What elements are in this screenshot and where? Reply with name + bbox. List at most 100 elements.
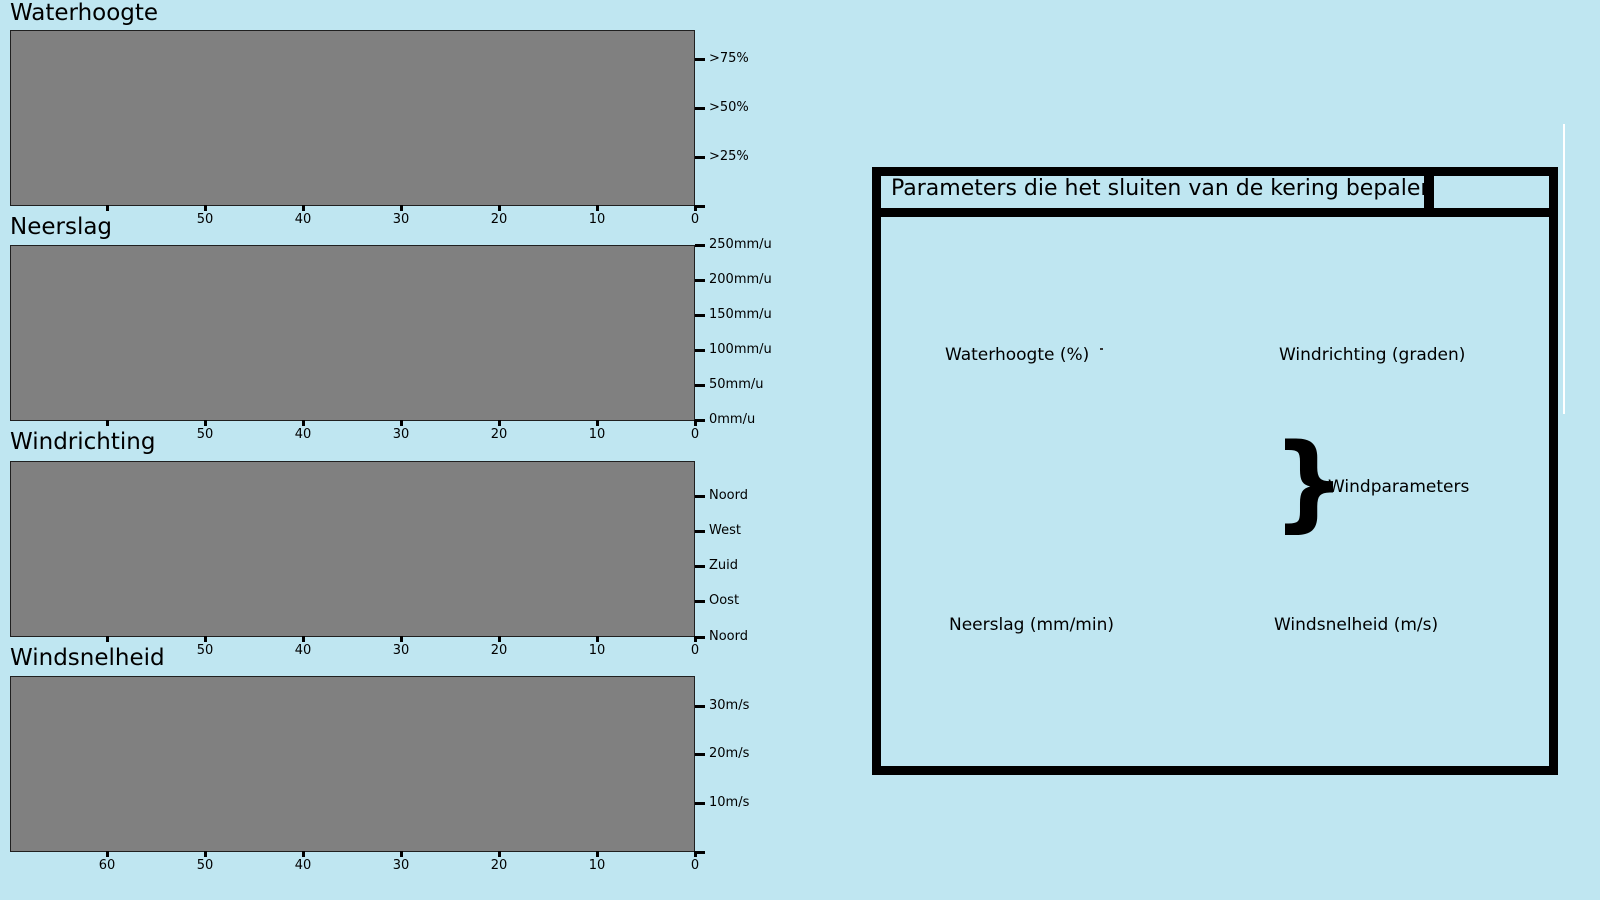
x-tick: [302, 851, 305, 857]
x-tick: [694, 851, 697, 857]
y-tick-label: 10m/s: [709, 795, 750, 810]
y-tick: [695, 279, 705, 282]
y-tick: [695, 107, 705, 110]
x-tick-label: 30: [392, 643, 410, 658]
plot-area: [10, 461, 695, 637]
y-tick: [695, 205, 705, 208]
x-tick: [694, 205, 697, 211]
x-tick: [204, 205, 207, 211]
x-tick: [400, 205, 403, 211]
x-tick-label: 0: [690, 427, 700, 442]
x-tick-label: 20: [490, 643, 508, 658]
x-tick-label: 0: [690, 212, 700, 227]
y-tick: [695, 58, 705, 61]
x-tick: [204, 420, 207, 426]
x-tick-label: 40: [294, 858, 312, 873]
y-tick-label: >75%: [709, 51, 749, 66]
x-tick-label: 50: [196, 427, 214, 442]
param-windsnelheid: Windsnelheid (m/s): [1274, 615, 1439, 635]
param-windparameters: Windparameters: [1328, 477, 1470, 497]
x-tick-label: 30: [392, 212, 410, 227]
y-tick-label: Noord: [709, 629, 748, 644]
panel-title: Parameters die het sluiten van de kering…: [891, 176, 1435, 201]
y-tick: [695, 565, 705, 568]
x-tick: [302, 420, 305, 426]
param-waterhoogte: Waterhoogte (%): [945, 345, 1090, 365]
x-tick-label: 50: [196, 858, 214, 873]
y-tick: [695, 802, 705, 805]
x-tick: [596, 851, 599, 857]
y-tick-label: 50mm/u: [709, 377, 764, 392]
param-neerslag: Neerslag (mm/min): [949, 615, 1114, 635]
x-tick: [106, 851, 109, 857]
x-tick-label: 0: [690, 858, 700, 873]
chart-title: Neerslag: [10, 214, 113, 240]
x-tick: [106, 636, 109, 642]
y-tick-label: >50%: [709, 100, 749, 115]
chart-title: Waterhoogte: [10, 0, 159, 26]
chart-title: Windrichting: [10, 429, 156, 455]
x-tick: [596, 420, 599, 426]
x-tick: [204, 851, 207, 857]
x-tick: [400, 851, 403, 857]
x-tick-label: 60: [98, 858, 116, 873]
speck-mark: [1100, 348, 1103, 350]
x-tick-label: 40: [294, 212, 312, 227]
y-tick: [695, 244, 705, 247]
y-tick: [695, 705, 705, 708]
x-tick-label: 10: [588, 858, 606, 873]
y-tick-label: 30m/s: [709, 698, 750, 713]
x-tick: [596, 636, 599, 642]
x-tick: [498, 851, 501, 857]
x-tick-label: 20: [490, 858, 508, 873]
y-tick: [695, 851, 705, 854]
y-tick: [695, 600, 705, 603]
x-tick-label: 40: [294, 643, 312, 658]
y-tick-label: 20m/s: [709, 746, 750, 761]
brace-icon: }: [1272, 421, 1347, 543]
y-tick: [695, 753, 705, 756]
x-tick: [106, 205, 109, 211]
y-tick-label: 100mm/u: [709, 342, 772, 357]
param-windrichting: Windrichting (graden): [1279, 345, 1466, 365]
y-tick-label: 250mm/u: [709, 237, 772, 252]
x-tick: [694, 636, 697, 642]
x-tick-label: 50: [196, 643, 214, 658]
y-tick-label: >25%: [709, 149, 749, 164]
x-tick-label: 30: [392, 427, 410, 442]
edge-line: [1563, 124, 1565, 414]
x-tick-label: 10: [588, 427, 606, 442]
x-tick-label: 50: [196, 212, 214, 227]
x-tick-label: 0: [690, 643, 700, 658]
x-tick: [498, 205, 501, 211]
y-tick: [695, 419, 705, 422]
panel-header: [872, 167, 1558, 217]
panel-header-divider: [1424, 167, 1434, 217]
y-tick: [695, 495, 705, 498]
x-tick-label: 40: [294, 427, 312, 442]
x-tick: [596, 205, 599, 211]
plot-area: [10, 245, 695, 421]
y-tick: [695, 636, 705, 639]
x-tick-label: 10: [588, 212, 606, 227]
x-tick: [400, 636, 403, 642]
x-tick: [498, 636, 501, 642]
y-tick-label: Oost: [709, 593, 740, 608]
x-tick: [204, 636, 207, 642]
plot-area: [10, 676, 695, 852]
y-tick-label: 0mm/u: [709, 412, 756, 427]
x-tick-label: 30: [392, 858, 410, 873]
x-tick-label: 20: [490, 427, 508, 442]
plot-area: [10, 30, 695, 206]
x-tick-label: 10: [588, 643, 606, 658]
parameters-panel: [872, 167, 1558, 775]
chart-title: Windsnelheid: [10, 645, 165, 671]
x-tick: [400, 420, 403, 426]
y-tick: [695, 349, 705, 352]
x-tick: [694, 420, 697, 426]
y-tick: [695, 314, 705, 317]
x-tick: [302, 205, 305, 211]
y-tick: [695, 384, 705, 387]
x-tick-label: 20: [490, 212, 508, 227]
y-tick-label: Noord: [709, 488, 748, 503]
